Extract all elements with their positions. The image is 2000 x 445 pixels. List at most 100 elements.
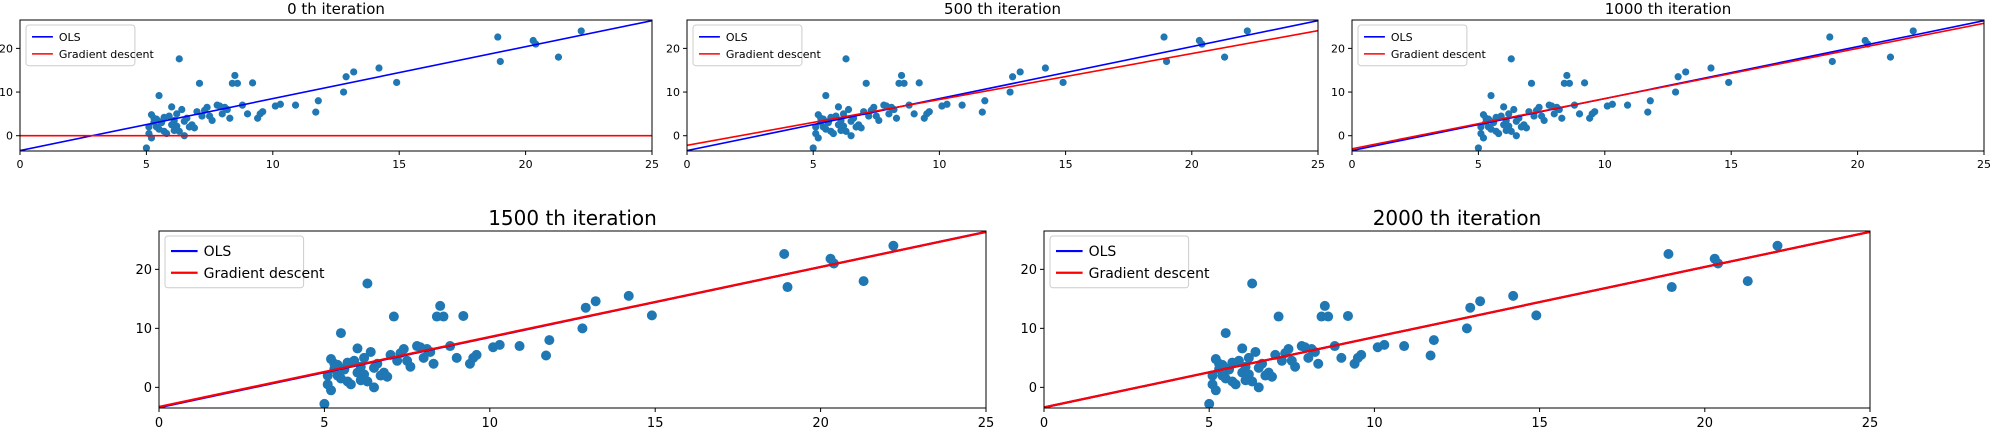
- axes-frame: [1351, 19, 1985, 152]
- x-tick-label: 5: [320, 416, 328, 431]
- data-point: [554, 53, 563, 61]
- data-point: [1352, 352, 1363, 363]
- data-point: [402, 355, 413, 366]
- data-point: [1399, 341, 1410, 352]
- y-tick-label: 10: [135, 322, 152, 337]
- data-point: [514, 341, 525, 352]
- data-point: [1565, 79, 1574, 87]
- x-tick-label: 5: [143, 158, 150, 171]
- y-tick-label: 0: [1338, 130, 1345, 143]
- data-point: [1041, 64, 1050, 72]
- data-point: [1550, 110, 1558, 118]
- data-point: [943, 100, 951, 108]
- data-point: [923, 110, 931, 118]
- data-point: [1608, 100, 1616, 108]
- legend: OLS Gradient descent: [1049, 235, 1210, 289]
- legend: OLS Gradient descent: [25, 24, 155, 67]
- legend-label: OLS: [1391, 31, 1413, 44]
- data-layer: [1352, 20, 1984, 151]
- data-point: [435, 300, 446, 311]
- legend-label: Gradient descent: [204, 266, 325, 282]
- data-point: [1342, 310, 1353, 321]
- data-point: [1428, 335, 1439, 346]
- chart-title: 500 th iteration: [944, 0, 1061, 18]
- data-point: [1237, 343, 1248, 354]
- data-point: [900, 79, 908, 87]
- data-point: [1671, 88, 1680, 96]
- data-point: [1707, 64, 1715, 72]
- data-point: [1465, 302, 1476, 313]
- data-point: [1006, 88, 1014, 96]
- data-point: [847, 117, 855, 125]
- legend-label: OLS: [204, 244, 232, 260]
- data-point: [1580, 79, 1589, 87]
- y-tick-label: 10: [1020, 322, 1037, 337]
- data-point: [226, 114, 234, 122]
- data-point: [842, 55, 850, 63]
- data-point: [814, 134, 822, 142]
- x-tick-label: 15: [647, 416, 664, 431]
- x-tick-label: 10: [266, 158, 280, 171]
- data-point: [623, 290, 634, 301]
- plot-panel-2: 500 th iteration 0 5 10 15 20 25 0 10 20 OLS Gradie…: [666, 0, 1325, 171]
- x-tick-label: 0: [17, 158, 24, 171]
- data-point: [590, 296, 601, 307]
- data-point: [829, 129, 837, 138]
- data-point: [1286, 355, 1297, 366]
- x-tick-label: 25: [645, 158, 659, 171]
- legend-label: Gradient descent: [59, 48, 155, 61]
- data-point: [352, 343, 363, 354]
- data-point: [243, 110, 252, 118]
- data-point: [1725, 78, 1733, 87]
- data-point: [1623, 101, 1632, 109]
- data-point: [839, 110, 848, 118]
- data-point: [1575, 110, 1584, 118]
- data-layer: [159, 231, 986, 408]
- data-point: [1558, 114, 1566, 122]
- data-point: [319, 398, 330, 408]
- data-point: [1674, 73, 1682, 81]
- data-point: [1243, 352, 1254, 363]
- legend-label: OLS: [726, 31, 748, 44]
- data-point: [577, 27, 585, 35]
- data-point: [393, 78, 401, 87]
- data-point: [362, 278, 373, 289]
- y-tick-label: 20: [1331, 42, 1345, 55]
- data-point: [1461, 323, 1472, 334]
- data-point: [228, 79, 236, 87]
- chart-title: 1000 th iteration: [1605, 0, 1731, 18]
- data-point: [388, 311, 399, 322]
- x-tick-label: 20: [1697, 416, 1714, 431]
- data-point: [147, 111, 156, 119]
- data-point: [1507, 55, 1515, 63]
- data-point: [369, 362, 380, 373]
- legend-label: OLS: [59, 31, 81, 44]
- data-point: [1230, 379, 1241, 390]
- data-point: [248, 79, 257, 87]
- data-point: [834, 103, 843, 111]
- x-tick-label: 0: [684, 158, 691, 171]
- data-point: [451, 352, 462, 363]
- data-point: [382, 371, 393, 382]
- data-point: [981, 97, 989, 105]
- data-point: [1379, 339, 1390, 350]
- data-point: [1563, 71, 1571, 80]
- data-point: [326, 354, 337, 365]
- data-point: [428, 358, 439, 369]
- data-point: [369, 382, 380, 393]
- data-point: [1531, 310, 1542, 321]
- data-point: [1522, 124, 1531, 132]
- legend-box: [25, 24, 136, 67]
- legend: OLS Gradient descent: [692, 24, 822, 67]
- data-point: [1059, 78, 1067, 87]
- data-point: [1505, 110, 1513, 118]
- data-point: [1886, 53, 1895, 61]
- data-point: [1217, 359, 1228, 370]
- data-point: [857, 124, 865, 132]
- data-point: [1742, 276, 1753, 287]
- data-point: [1479, 111, 1488, 119]
- data-point: [1221, 53, 1229, 61]
- plot-panel-1: 0 th iteration 0 5 10 15 20 25 0 10 20 OLS Gradient…: [0, 0, 659, 171]
- data-point: [173, 110, 181, 118]
- data-point: [1588, 110, 1596, 118]
